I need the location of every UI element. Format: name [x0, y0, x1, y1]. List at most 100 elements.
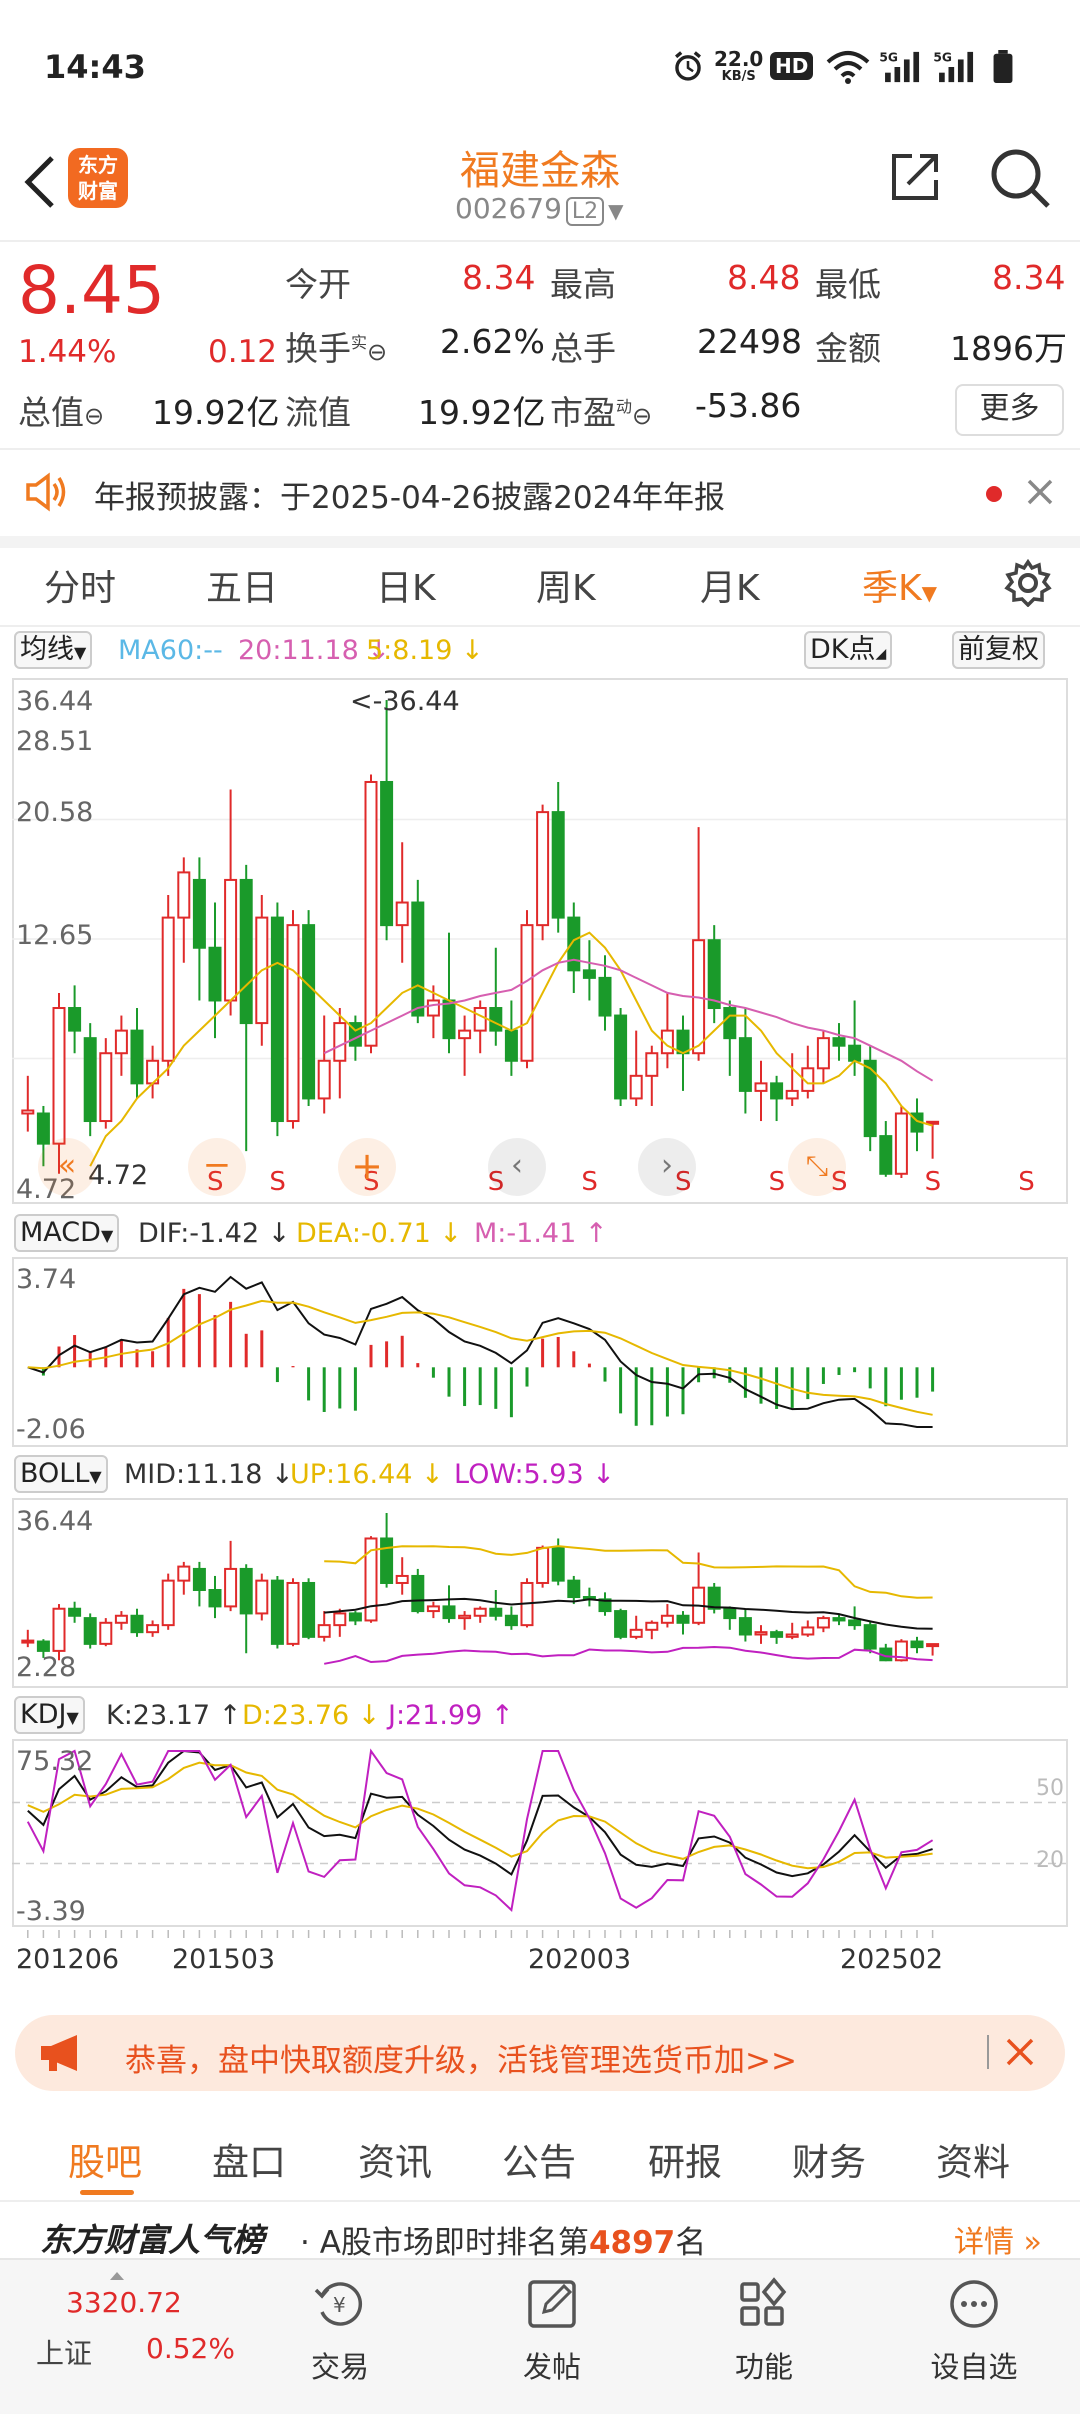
candle-body-36 — [582, 969, 596, 979]
next-button[interactable]: › — [638, 1138, 696, 1196]
dk-select[interactable]: DK点◢ — [804, 631, 893, 669]
tab-research[interactable]: 研报 — [648, 2141, 722, 2184]
prev-button[interactable]: ‹ — [488, 1138, 546, 1196]
popularity-rank[interactable]: 东方财富人气榜 · A股市场即时排名第4897名 详情 » — [0, 2205, 1080, 2261]
stock-code[interactable]: 002679 L2 ▼ — [455, 192, 624, 226]
trade-label[interactable]: 交易 — [310, 2350, 369, 2384]
candle-body-12 — [208, 946, 222, 1002]
scroll-left-button[interactable]: « — [38, 1138, 96, 1196]
boll-body-8 — [146, 1624, 160, 1634]
candle-body-23 — [380, 780, 394, 927]
boll-body-30 — [489, 1607, 503, 1617]
candle-body-25 — [411, 901, 425, 1017]
boll-body-34 — [551, 1546, 565, 1582]
index-change[interactable]: 0.52% — [146, 2332, 235, 2365]
candle-body-45 — [723, 1007, 737, 1040]
kdj-y-bottom: -3.39 — [16, 1896, 86, 1927]
stock-name: 福建金森 — [460, 148, 620, 194]
boll-body-21 — [348, 1612, 362, 1622]
ma-select[interactable]: 均线▼ — [14, 631, 93, 669]
boll-mid: MID:11.18 ↓ — [124, 1459, 294, 1490]
share-icon[interactable] — [888, 148, 944, 204]
app-logo[interactable]: 东方 财富 — [68, 148, 128, 208]
kdj-j: J:21.99 ↑ — [388, 1700, 514, 1731]
back-icon[interactable] — [20, 152, 60, 212]
tab-profile[interactable]: 资料 — [936, 2141, 1010, 2184]
more-circle-icon[interactable] — [946, 2276, 1002, 2332]
search-icon[interactable] — [988, 146, 1052, 210]
boll-body-49 — [785, 1633, 799, 1638]
candle-body-17 — [286, 924, 300, 1123]
kdj-chart[interactable] — [12, 1739, 1066, 1925]
tab-weekly[interactable]: 周K — [536, 568, 596, 609]
boll-body-6 — [114, 1614, 128, 1624]
fullscreen-button[interactable]: ⤡ — [788, 1138, 846, 1196]
stock-header: 东方 财富 福建金森 002679 L2 ▼ — [0, 130, 1080, 235]
boll-body-20 — [333, 1612, 347, 1627]
trade-icon[interactable]: ¥ — [312, 2276, 368, 2332]
promo-banner[interactable]: 恭喜，盘中快取额度升级，活钱管理选货币加>> — [15, 2015, 1065, 2091]
tab-monthly[interactable]: 月K — [700, 568, 760, 609]
battery-icon — [993, 50, 1013, 84]
candle-body-10 — [177, 871, 191, 919]
zoom-out-button[interactable]: − — [188, 1138, 246, 1196]
kline-chart[interactable]: SSSSSSSSSSS — [12, 678, 1066, 1202]
index-name[interactable]: 上证 — [36, 2337, 93, 2370]
boll-body-47 — [754, 1631, 768, 1636]
wifi-icon — [826, 51, 870, 84]
index-value[interactable]: 3320.72 — [66, 2286, 182, 2319]
rank-brand: 东方财富人气榜 — [40, 2221, 265, 2259]
low-label: 最低 — [815, 265, 881, 304]
signal-icon-1: 5G — [879, 50, 920, 83]
boll-body-52 — [832, 1617, 846, 1622]
active-tab-indicator — [80, 2190, 134, 2195]
sell-mark-6: S — [769, 1167, 786, 1197]
y-label-1: 36.44 — [16, 686, 94, 717]
macd-select[interactable]: MACD▼ — [14, 1214, 120, 1252]
candle-body-38 — [614, 1014, 628, 1100]
boll-body-24 — [395, 1574, 409, 1584]
notice-text: 年报预披露：于2025-04-26披露2024年年报 — [94, 480, 726, 516]
tab-quarterly[interactable]: 季K▼ — [862, 568, 937, 609]
kdj-select[interactable]: KDJ▼ — [14, 1696, 85, 1734]
function-label[interactable]: 功能 — [734, 2350, 793, 2384]
pe-value: -53.86 — [695, 386, 802, 425]
close-icon[interactable] — [1026, 478, 1054, 506]
y-label-5: 4.72 — [16, 1174, 77, 1205]
more-button[interactable]: 更多 — [955, 384, 1064, 436]
kdj-j-line — [26, 1748, 934, 1912]
boll-body-44 — [707, 1586, 721, 1610]
kdj-k: K:23.17 ↑ — [106, 1700, 242, 1731]
adjust-select[interactable]: 前复权 — [952, 631, 1045, 669]
watchlist-label[interactable]: 设自选 — [930, 2350, 1018, 2384]
macd-chart[interactable] — [12, 1257, 1066, 1445]
bottom-bar: 3320.72 上证 0.52% ¥ 交易 发帖 功能 设自选 — [0, 2258, 1080, 2414]
candle-body-3 — [68, 1007, 82, 1032]
tab-news[interactable]: 资讯 — [358, 2141, 432, 2184]
rank-detail-link[interactable]: 详情 » — [954, 2225, 1042, 2260]
post-label[interactable]: 发帖 — [522, 2350, 581, 2384]
tab-finance[interactable]: 财务 — [792, 2141, 866, 2184]
last-price: 8.45 — [18, 252, 165, 329]
tab-intraday[interactable]: 分时 — [44, 568, 117, 609]
zoom-in-button[interactable]: + — [338, 1138, 396, 1196]
tab-announcements[interactable]: 公告 — [502, 2141, 576, 2184]
tab-orderbook[interactable]: 盘口 — [212, 2141, 286, 2184]
notice-bar[interactable]: 年报预披露：于2025-04-26披露2024年年报 — [0, 448, 1080, 548]
boll-body-11 — [192, 1567, 206, 1592]
sell-mark-7: S — [831, 1167, 848, 1197]
alarm-icon — [675, 51, 701, 81]
tab-forum[interactable]: 股吧 — [68, 2141, 142, 2184]
function-icon[interactable] — [736, 2276, 792, 2332]
promo-close-icon[interactable] — [1005, 2037, 1035, 2067]
post-icon[interactable] — [524, 2276, 580, 2332]
hd-icon: HD — [770, 52, 814, 80]
settings-icon[interactable] — [1004, 559, 1052, 607]
tab-5day[interactable]: 五日 — [206, 568, 279, 609]
boll-chart[interactable] — [12, 1498, 1066, 1686]
boll-up: UP:16.44 ↓ — [290, 1459, 444, 1490]
index-arrow-icon — [110, 2272, 124, 2280]
boll-select[interactable]: BOLL▼ — [14, 1455, 108, 1493]
tab-daily[interactable]: 日K — [376, 568, 436, 609]
kdj-k-line — [27, 1749, 933, 1878]
